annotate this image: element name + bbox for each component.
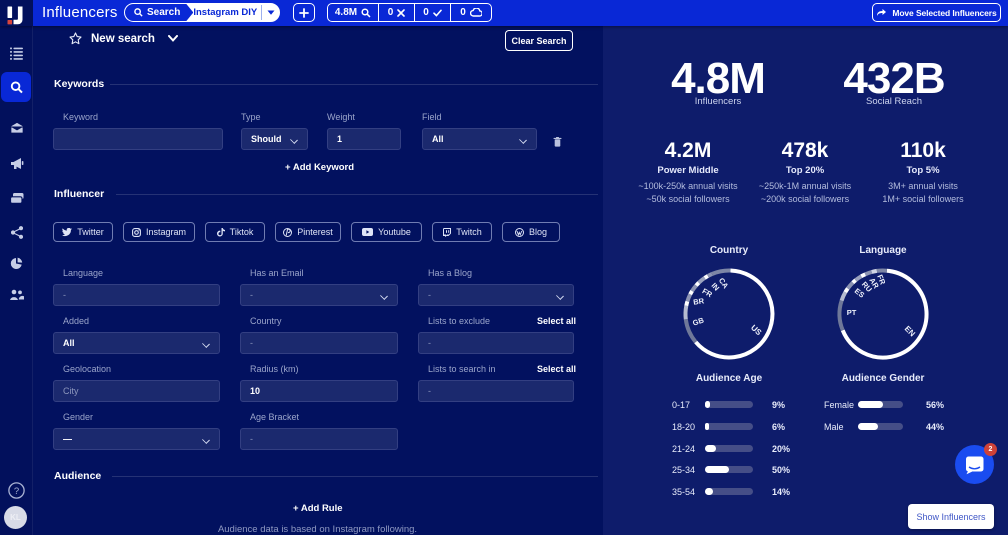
svg-text:GB: GB (691, 315, 705, 327)
svg-text:?: ? (14, 486, 19, 497)
svg-text:BR: BR (693, 296, 706, 307)
svg-text:PT: PT (847, 308, 857, 317)
svg-text:EN: EN (903, 324, 917, 338)
svg-text:US: US (749, 323, 764, 338)
svg-text:IN: IN (709, 281, 721, 293)
svg-text:FR: FR (875, 273, 887, 286)
